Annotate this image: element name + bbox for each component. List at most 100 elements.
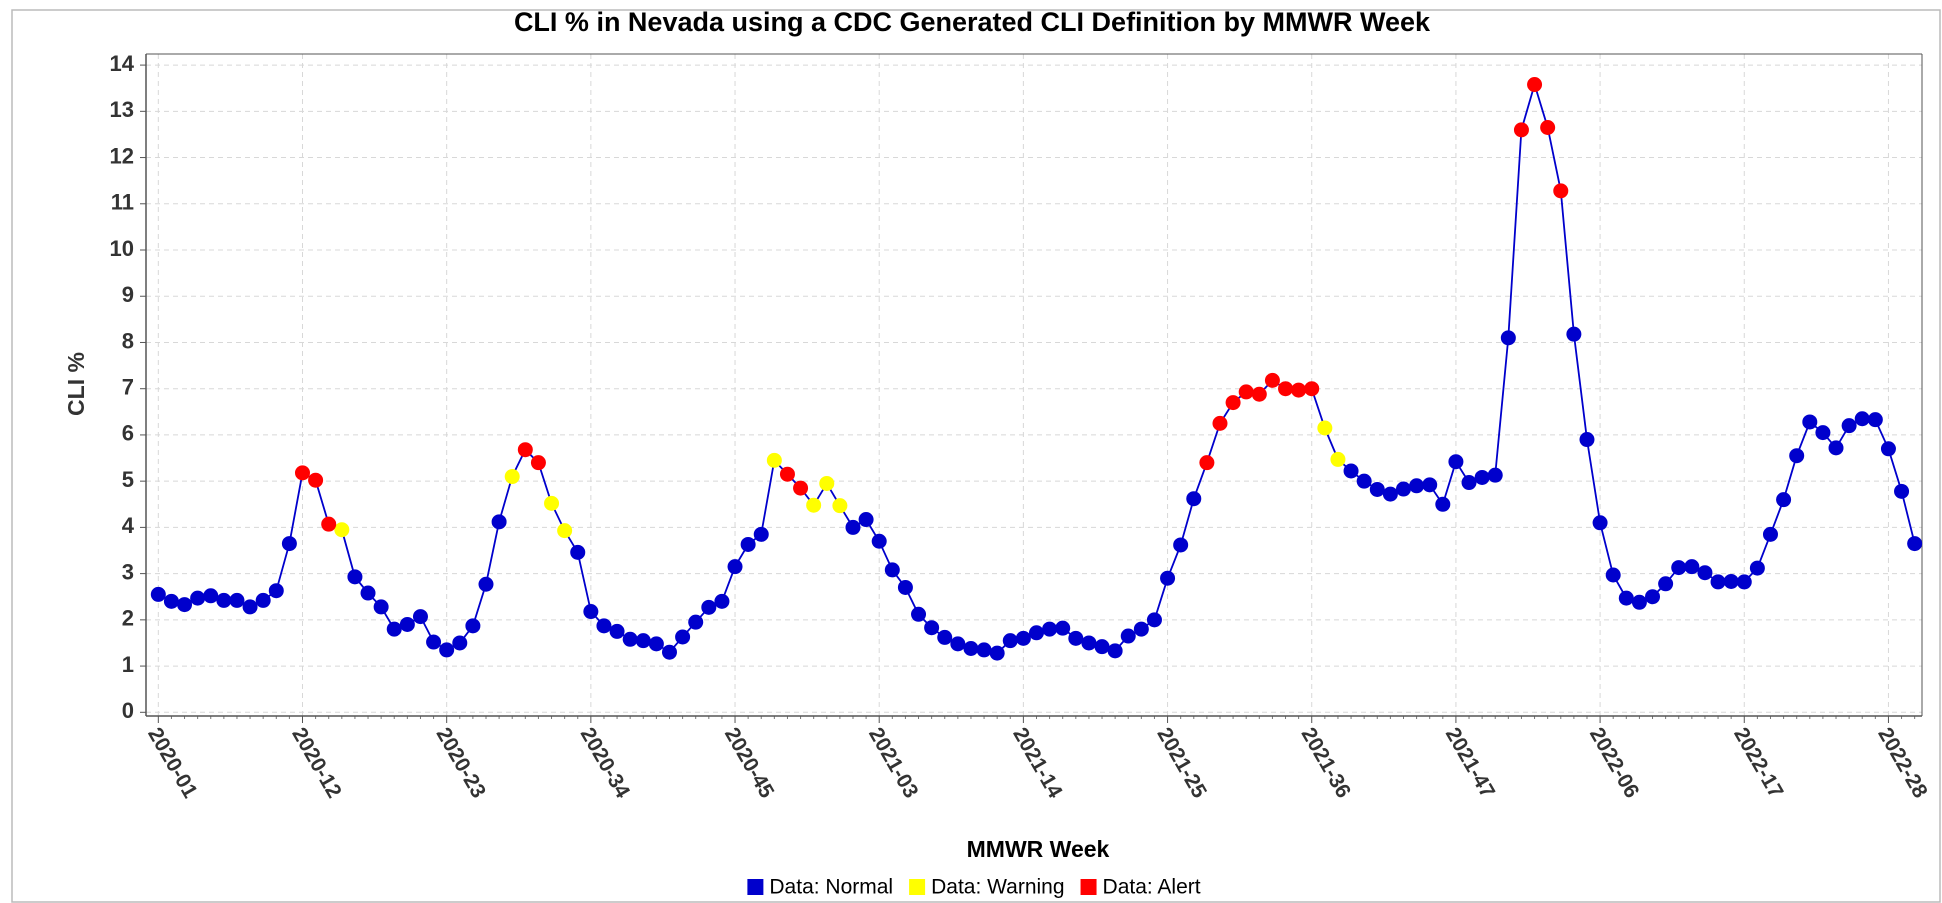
data-point	[242, 599, 258, 615]
x-tick-label: 2021-25	[1152, 724, 1211, 803]
data-point	[897, 579, 913, 595]
data-point	[1278, 381, 1294, 397]
data-point	[1448, 454, 1464, 470]
data-point	[1527, 77, 1543, 93]
data-point	[714, 593, 730, 609]
data-point	[1894, 483, 1910, 499]
y-tick-label: 10	[110, 236, 134, 261]
data-point	[1160, 570, 1176, 586]
data-point	[1225, 395, 1241, 411]
legend-swatch	[1080, 879, 1097, 895]
data-point	[1592, 515, 1608, 531]
data-point	[1199, 455, 1215, 471]
data-point	[1579, 432, 1595, 448]
data-point	[294, 465, 310, 481]
y-tick-label: 7	[122, 375, 134, 400]
y-tick-label: 9	[122, 282, 134, 307]
data-point	[924, 620, 940, 636]
data-point	[1513, 122, 1529, 138]
data-point	[1776, 492, 1792, 508]
data-point	[1212, 415, 1228, 431]
data-point	[308, 472, 324, 488]
data-point	[1107, 643, 1123, 659]
legend-swatch	[747, 879, 764, 895]
data-point	[1395, 481, 1411, 497]
data-point	[1173, 537, 1189, 553]
data-point	[544, 495, 560, 511]
data-point	[950, 636, 966, 652]
data-point	[1028, 625, 1044, 641]
data-point	[963, 641, 979, 657]
data-point	[426, 634, 442, 650]
data-point	[439, 642, 455, 658]
data-point	[1566, 326, 1582, 342]
data-point	[845, 519, 861, 535]
data-point	[1055, 620, 1071, 636]
data-point	[989, 645, 1005, 661]
data-point	[779, 466, 795, 482]
y-axis-label: CLI %	[63, 352, 89, 416]
data-point	[399, 616, 415, 632]
data-point	[1658, 576, 1674, 592]
data-point	[1251, 386, 1267, 402]
y-tick-label: 14	[110, 51, 135, 76]
legend-label: Data: Alert	[1103, 876, 1201, 899]
y-tick-label: 11	[111, 190, 134, 215]
data-point	[596, 618, 612, 634]
data-point	[1802, 414, 1818, 430]
data-point	[1304, 381, 1320, 397]
data-point	[1487, 467, 1503, 483]
data-point	[1710, 574, 1726, 590]
x-tick-label: 2021-03	[864, 724, 922, 802]
data-point	[504, 469, 520, 485]
x-tick-label: 2020-34	[576, 724, 635, 803]
data-point	[1618, 590, 1634, 606]
data-point	[177, 597, 193, 613]
data-point	[753, 526, 769, 542]
data-point	[1330, 451, 1346, 467]
y-tick-label: 6	[122, 421, 134, 446]
data-point	[1133, 621, 1149, 637]
data-point	[1120, 628, 1136, 644]
data-point	[1631, 594, 1647, 610]
data-point	[911, 606, 927, 622]
data-point	[1422, 477, 1438, 493]
data-point	[321, 516, 337, 532]
x-tick-label: 2020-23	[432, 724, 490, 802]
data-line	[157, 81, 1916, 655]
data-point	[1343, 463, 1359, 479]
data-point	[1015, 630, 1031, 646]
data-point	[1762, 526, 1778, 542]
data-point	[648, 636, 664, 652]
data-point	[1474, 469, 1490, 485]
data-point	[360, 585, 376, 601]
frame	[11, 9, 1941, 903]
data-point	[216, 592, 232, 608]
data-point	[766, 452, 782, 468]
data-point	[1645, 589, 1661, 605]
data-point	[1409, 478, 1425, 494]
data-point	[1697, 565, 1713, 581]
data-point	[1867, 412, 1883, 428]
data-point	[1907, 536, 1923, 552]
x-tick-label: 2020-12	[287, 724, 345, 802]
data-point	[1500, 330, 1516, 346]
data-point	[1356, 473, 1372, 489]
data-point	[1789, 448, 1805, 464]
x-tick-label: 2022-06	[1585, 724, 1643, 802]
x-tick-label: 2022-17	[1729, 724, 1787, 802]
data-point	[806, 497, 822, 513]
data-point	[386, 621, 402, 637]
x-tick-label: 2020-01	[143, 724, 202, 803]
data-point	[255, 592, 271, 608]
data-point	[1540, 120, 1556, 136]
data-point	[609, 623, 625, 639]
data-point	[1461, 475, 1477, 491]
y-tick-label: 1	[122, 652, 134, 677]
data-point	[530, 455, 546, 471]
data-point	[1828, 440, 1844, 456]
data-point	[1815, 425, 1831, 441]
data-point	[452, 635, 468, 651]
data-point	[622, 631, 638, 647]
data-point	[465, 618, 481, 634]
